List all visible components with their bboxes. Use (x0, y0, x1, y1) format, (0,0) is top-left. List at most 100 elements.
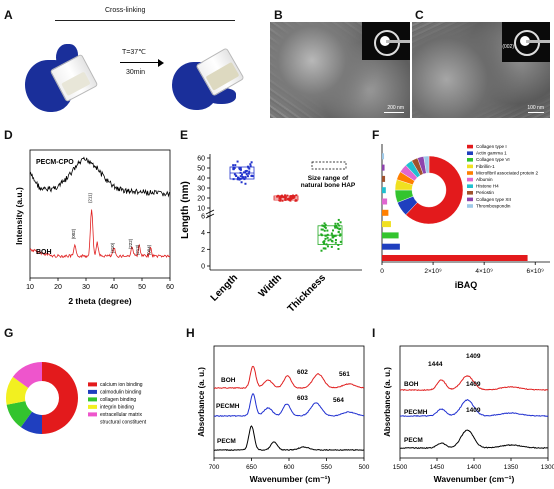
hap-point (248, 170, 251, 173)
hap-point (320, 228, 323, 231)
go-legend-swatch (88, 404, 97, 409)
ibaq-legend-label: Collagen type I (476, 144, 507, 149)
hap-point (244, 176, 247, 179)
ftir-high-peak-1409-pecm: 1409 (466, 407, 481, 414)
hap-point (326, 236, 329, 239)
hap-point (284, 194, 287, 197)
hap-size-ylabel: Length (nm) (180, 181, 191, 239)
hap-category-label: Thickness (286, 272, 329, 315)
hap-point (335, 226, 338, 229)
hap-point (287, 197, 290, 200)
hap-point (339, 221, 342, 224)
hap-point (246, 175, 249, 178)
hap-point (327, 239, 330, 242)
hap-point (281, 195, 284, 198)
go-legend-swatch (88, 382, 97, 387)
hap-ytick-label: 20 (197, 196, 205, 203)
ibaq-legend-label: Collagen type XII (476, 197, 511, 202)
hap-natural-range-label: Size range of natural bone HAP (301, 175, 356, 189)
hap-point (337, 230, 340, 233)
hap-point (334, 226, 337, 229)
ibaq-legend-swatch (467, 197, 473, 202)
ftir-high-xtick-label: 1450 (430, 464, 445, 471)
ftir-high-series-boh (399, 375, 549, 392)
go-donut-slice (6, 401, 33, 428)
ftir-low-chart: 700 650 600 550 500 BOH PECMH PECM 602 561 6… (197, 345, 370, 484)
ftir-low-xtick-label: 600 (284, 464, 295, 471)
hap-point (233, 173, 236, 176)
panel-label-c: C (415, 8, 424, 22)
go-legend-label: integrin binding (100, 405, 134, 411)
hap-point (245, 169, 248, 172)
xrd-peak-label: (004) (146, 244, 151, 255)
xrd-series-label-pecm-cpo: PECM-CPO (36, 159, 74, 166)
hap-point (241, 175, 244, 178)
panel-label-g: G (4, 326, 14, 340)
hap-point (324, 234, 327, 237)
ftir-high-label-pecmh: PECMH (404, 409, 428, 416)
ftir-low-peak-602: 602 (297, 369, 308, 376)
ibaq-bar (382, 153, 385, 160)
hap-ytick-label: 6 (201, 214, 205, 221)
hap-point (249, 165, 252, 168)
hap-category-label: Width (257, 272, 284, 299)
hap-point (281, 199, 284, 202)
hap-point (238, 168, 241, 171)
ibaq-bar (382, 175, 386, 182)
xrd-xtick-label: 30 (82, 284, 90, 291)
hap-point (284, 196, 287, 199)
ftir-high-series-pecm (399, 429, 549, 450)
hap-point (334, 234, 337, 237)
ftir-high-xtick-label: 1350 (504, 464, 519, 471)
ibaq-xtick-label: 6×10⁹ (527, 268, 545, 275)
panel-label-d: D (4, 128, 13, 142)
hap-category-label: Length (209, 272, 240, 303)
ftir-high-xtick-label: 1500 (393, 464, 408, 471)
ibaq-bar (382, 221, 391, 228)
scale-label-c: 100 nm (527, 105, 544, 111)
hap-ytick-label: 60 (197, 156, 205, 163)
xrd-xtick-label: 50 (138, 284, 146, 291)
crosslinking-title: Cross-linking (105, 7, 146, 14)
hap-ytick-label: 40 (197, 176, 205, 183)
panel-label-h: H (186, 326, 195, 340)
go-donut-slice (12, 362, 42, 389)
ibaq-legend-swatch (467, 191, 473, 195)
ibaq-xtick-label: 2×10⁹ (424, 268, 442, 275)
xrd-peak-label: (222) (128, 238, 133, 249)
ftir-low-peak-564: 564 (333, 397, 344, 404)
hap-point (234, 164, 237, 167)
ibaq-legend-swatch (467, 158, 473, 162)
hap-point (250, 161, 253, 164)
ftir-low-ylabel: Absorbance (a. u.) (197, 367, 206, 437)
hap-point (238, 178, 241, 181)
ftir-high-xtick-label: 1300 (541, 464, 554, 471)
go-donut-slice (20, 411, 42, 434)
hap-point (251, 175, 254, 178)
hap-point (334, 241, 337, 244)
ftir-low-label-boh: BOH (221, 377, 236, 384)
ibaq-xlabel: iBAQ (455, 280, 478, 290)
hap-point (244, 170, 247, 173)
hap-ytick-label: 50 (197, 166, 205, 173)
hap-point (232, 167, 235, 170)
ftir-low-peak-603: 603 (297, 395, 308, 402)
hap-point (324, 247, 327, 250)
hap-point (241, 173, 244, 176)
hap-point (323, 229, 326, 232)
xrd-ylabel: Intensity (a.u.) (14, 187, 24, 245)
hap-ytick-label: 0 (201, 264, 205, 271)
ftir-low-xtick-label: 700 (209, 464, 220, 471)
hap-point (322, 241, 325, 244)
axis-break-icon (205, 209, 215, 215)
ibaq-bar (382, 198, 388, 205)
xrd-peak-label: (310) (110, 242, 115, 253)
ibaq-legend-label: Fibrillin-1 (476, 164, 495, 169)
panel-label-f: F (372, 128, 380, 142)
ftir-low-series-pecmh (213, 392, 365, 418)
ibaq-legend-swatch (467, 164, 473, 169)
hap-point (324, 226, 327, 229)
go-legend-label: collagen binding (100, 397, 136, 403)
xrd-xtick-label: 10 (26, 284, 34, 291)
hap-point (249, 163, 252, 166)
